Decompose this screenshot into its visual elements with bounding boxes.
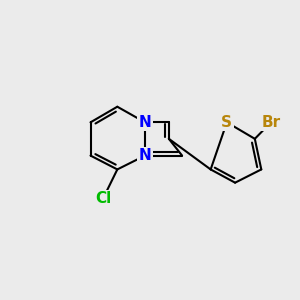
Text: S: S — [221, 115, 233, 130]
Text: Br: Br — [262, 115, 281, 130]
Text: Cl: Cl — [95, 191, 111, 206]
Text: N: N — [139, 115, 152, 130]
Text: N: N — [139, 148, 152, 163]
